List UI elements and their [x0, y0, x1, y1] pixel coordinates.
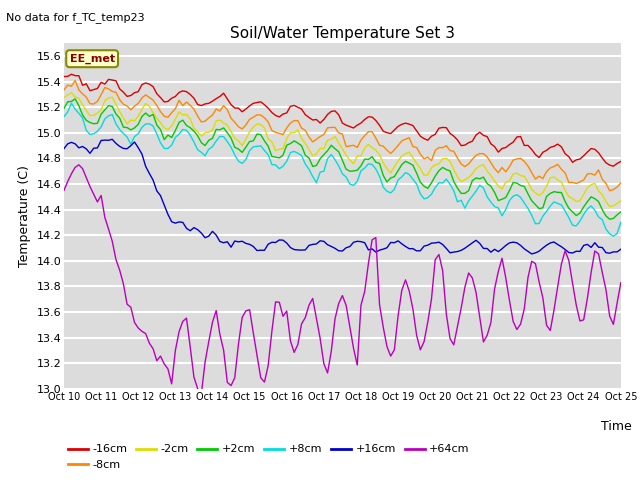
Title: Soil/Water Temperature Set 3: Soil/Water Temperature Set 3 — [230, 25, 455, 41]
X-axis label: Time: Time — [601, 420, 632, 433]
Text: No data for f_TC_temp23: No data for f_TC_temp23 — [6, 12, 145, 23]
Legend: -16cm, -8cm, -2cm, +2cm, +8cm, +16cm, +64cm: -16cm, -8cm, -2cm, +2cm, +8cm, +16cm, +6… — [63, 440, 474, 474]
Y-axis label: Temperature (C): Temperature (C) — [18, 165, 31, 267]
Text: EE_met: EE_met — [70, 54, 115, 64]
